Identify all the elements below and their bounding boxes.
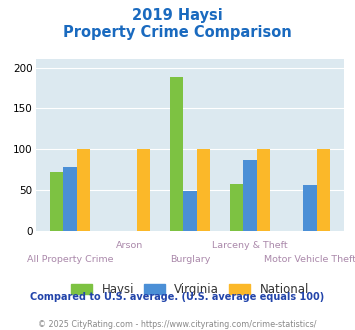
Bar bbox=[183, 191, 197, 231]
Text: © 2025 CityRating.com - https://www.cityrating.com/crime-statistics/: © 2025 CityRating.com - https://www.city… bbox=[38, 320, 317, 329]
Bar bbox=[77, 149, 90, 231]
Bar bbox=[257, 149, 270, 231]
Bar bbox=[197, 149, 210, 231]
Text: Burglary: Burglary bbox=[170, 255, 210, 264]
Bar bbox=[317, 149, 330, 231]
Text: Arson: Arson bbox=[116, 241, 143, 250]
Legend: Haysi, Virginia, National: Haysi, Virginia, National bbox=[66, 278, 313, 301]
Text: All Property Crime: All Property Crime bbox=[27, 255, 113, 264]
Text: Property Crime Comparison: Property Crime Comparison bbox=[63, 25, 292, 40]
Bar bbox=[243, 160, 257, 231]
Bar bbox=[50, 172, 63, 231]
Bar bbox=[230, 184, 243, 231]
Bar bbox=[170, 77, 183, 231]
Text: Motor Vehicle Theft: Motor Vehicle Theft bbox=[264, 255, 355, 264]
Text: Larceny & Theft: Larceny & Theft bbox=[212, 241, 288, 250]
Text: Compared to U.S. average. (U.S. average equals 100): Compared to U.S. average. (U.S. average … bbox=[31, 292, 324, 302]
Text: 2019 Haysi: 2019 Haysi bbox=[132, 8, 223, 23]
Bar bbox=[137, 149, 150, 231]
Bar bbox=[303, 185, 317, 231]
Bar bbox=[63, 167, 77, 231]
